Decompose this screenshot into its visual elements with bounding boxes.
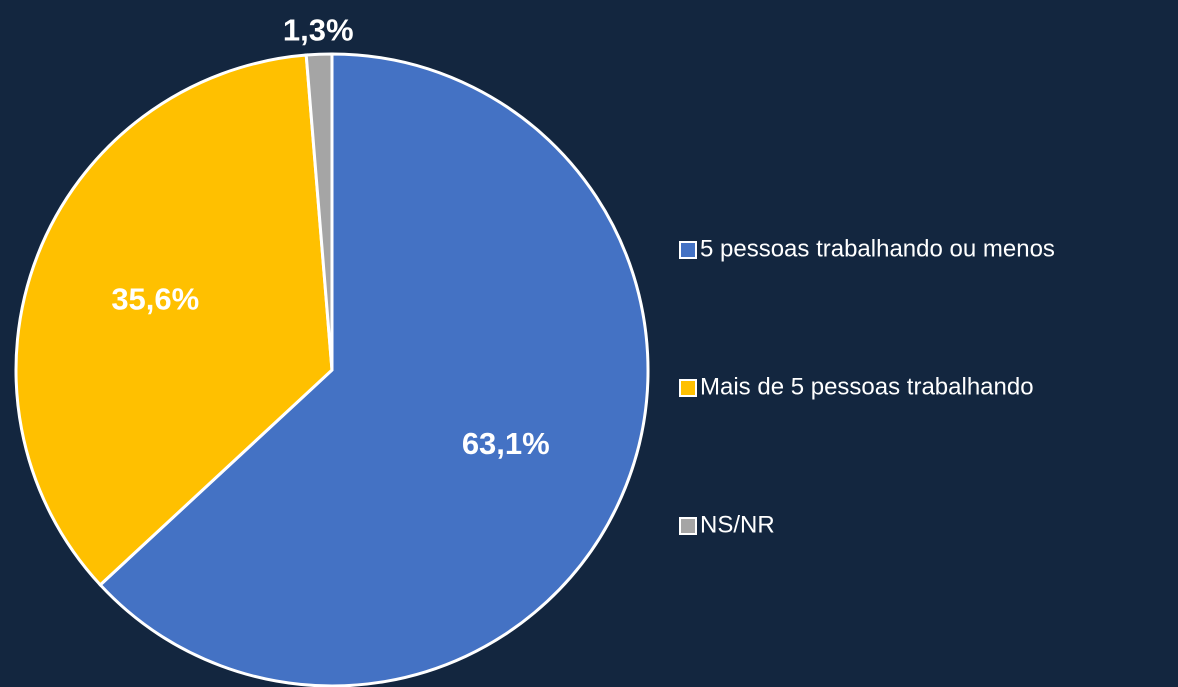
data-label: 1,3%	[283, 12, 354, 47]
pie-slice	[98, 52, 650, 687]
legend-swatch	[679, 379, 697, 397]
legend-swatch	[679, 241, 697, 259]
legend-label: Mais de 5 pessoas trabalhando	[700, 373, 1034, 400]
data-label: 35,6%	[111, 282, 199, 317]
legend-swatch	[679, 517, 697, 535]
pie-slice	[14, 53, 334, 587]
legend-label: NS/NR	[700, 511, 775, 538]
pie-slice	[304, 52, 334, 371]
legend-label: 5 pessoas trabalhando ou menos	[700, 235, 1055, 262]
data-label: 63,1%	[462, 426, 550, 461]
